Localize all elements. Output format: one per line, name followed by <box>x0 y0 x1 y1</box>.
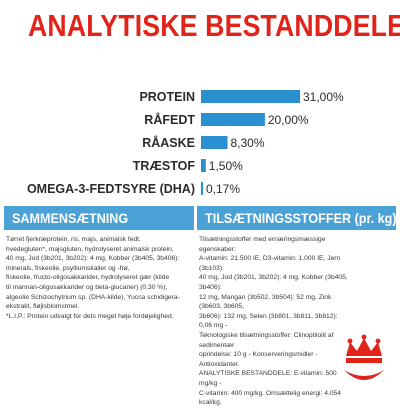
bar <box>201 159 206 172</box>
crown-base <box>346 358 382 363</box>
category-label: RÅFEDT <box>144 112 195 127</box>
crown-jewel <box>347 338 353 344</box>
category-label: PROTEIN <box>139 90 195 104</box>
value-label: 20,00% <box>268 113 309 127</box>
ingredients-header: SAMMENSÆTNING <box>4 206 194 230</box>
crown-icon <box>344 334 384 380</box>
additives-text: Tilsætningsstoffer med ernæringsmæssige … <box>199 236 348 407</box>
crown-jewel <box>375 338 381 344</box>
bar <box>201 113 265 126</box>
royal-canin-logo <box>336 330 392 390</box>
ingredients-header-label: SAMMENSÆTNING <box>12 210 129 226</box>
crown-swoosh <box>344 370 384 380</box>
bar <box>201 90 300 103</box>
additives-header-label: TILSÆTNINGSSTOFFER (pr. kg) <box>205 210 396 226</box>
page-title: ANALYTISKE BESTANDDELE <box>28 8 400 43</box>
value-label: 8,30% <box>231 136 265 150</box>
bar <box>201 182 203 195</box>
value-label: 1,50% <box>209 159 243 173</box>
nutrient-bar-chart: PROTEIN 31,00% RÅFEDT 20,00% RÅASKE 8,30% TRÆS… <box>27 90 344 196</box>
value-label: 31,00% <box>303 90 344 104</box>
crown-points <box>346 338 382 356</box>
ingredients-text: Tørret fjerkræprotein, ris, majs, animal… <box>6 236 180 320</box>
value-label: 0,17% <box>206 182 240 196</box>
crown-jewel <box>361 334 367 340</box>
bar <box>201 136 228 149</box>
additives-header: TILSÆTNINGSSTOFFER (pr. kg) <box>197 206 396 230</box>
category-label: OMEGA-3-FEDTSYRE (DHA) <box>27 182 195 196</box>
category-label: RÅASKE <box>142 135 195 150</box>
category-label: TRÆSTOF <box>133 159 196 173</box>
